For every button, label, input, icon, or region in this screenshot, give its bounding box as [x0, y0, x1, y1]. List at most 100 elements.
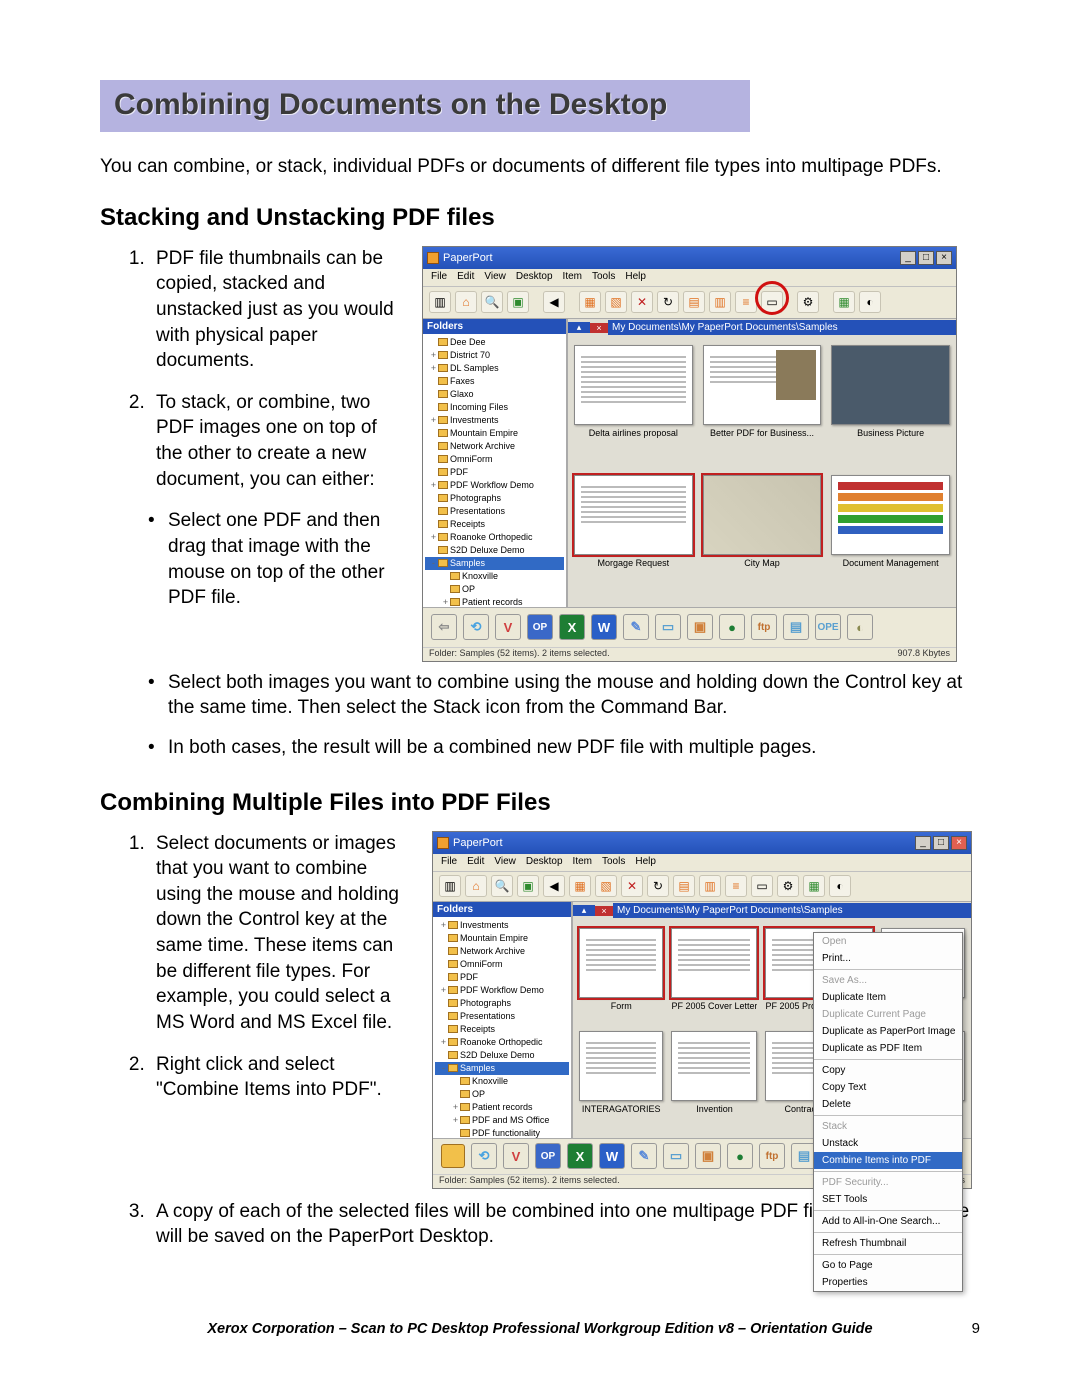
- thumbnail[interactable]: PF 2005 Cover Letter: [671, 928, 757, 1027]
- tree-node[interactable]: S2D Deluxe Demo: [425, 544, 564, 557]
- app-launch-icon[interactable]: ✎: [623, 614, 649, 640]
- maximize-icon[interactable]: □: [933, 836, 949, 850]
- tree-node[interactable]: OmniForm: [425, 453, 564, 466]
- tree-node[interactable]: OmniForm: [435, 958, 569, 971]
- menu-tools[interactable]: Tools: [602, 856, 625, 869]
- tree-node[interactable]: +Roanoke Orthopedic: [425, 531, 564, 544]
- app-launch-icon[interactable]: ▭: [663, 1143, 689, 1169]
- excel-icon[interactable]: X: [567, 1143, 593, 1169]
- app-launch-icon[interactable]: OPE: [815, 614, 841, 640]
- app-launch-icon[interactable]: [441, 1144, 465, 1168]
- tree-node[interactable]: +Patient records: [425, 596, 564, 607]
- app-launch-icon[interactable]: ▤: [783, 614, 809, 640]
- tree-node[interactable]: Mountain Empire: [425, 427, 564, 440]
- tree-node[interactable]: Knoxville: [435, 1075, 569, 1088]
- thumbnail[interactable]: Invention: [671, 1031, 757, 1130]
- maximize-icon[interactable]: □: [918, 251, 934, 265]
- tree-node[interactable]: +Investments: [435, 919, 569, 932]
- menu-help[interactable]: Help: [635, 856, 656, 869]
- toolbar-button[interactable]: ◐: [859, 291, 881, 313]
- tree-node[interactable]: PDF functionality: [435, 1127, 569, 1138]
- menu-help[interactable]: Help: [625, 271, 646, 284]
- menu-item[interactable]: Properties: [814, 1274, 962, 1291]
- tree-node[interactable]: +Roanoke Orthopedic: [435, 1036, 569, 1049]
- thumbnail[interactable]: Better PDF for Business...: [703, 345, 822, 469]
- menu-item[interactable]: SET Tools: [814, 1191, 962, 1208]
- app-launch-icon[interactable]: OP: [535, 1143, 561, 1169]
- menu-file[interactable]: File: [441, 856, 457, 869]
- tree-node[interactable]: Incoming Files: [425, 401, 564, 414]
- search-icon[interactable]: 🔍: [491, 875, 513, 897]
- toolbar-button[interactable]: ▧: [595, 875, 617, 897]
- menu-item[interactable]: Copy Text: [814, 1079, 962, 1096]
- menu-view[interactable]: View: [484, 271, 506, 284]
- toolbar-button[interactable]: ▭: [751, 875, 773, 897]
- app-launch-icon[interactable]: ⟲: [471, 1143, 497, 1169]
- menu-item[interactable]: Print...: [814, 950, 962, 967]
- word-icon[interactable]: W: [599, 1143, 625, 1169]
- context-menu[interactable]: OpenPrint...Save As...Duplicate ItemDupl…: [813, 932, 963, 1292]
- toolbar-button[interactable]: ▥: [429, 291, 451, 313]
- tree-node[interactable]: Network Archive: [435, 945, 569, 958]
- toolbar-button[interactable]: ▦: [803, 875, 825, 897]
- app-launch-icon[interactable]: V: [495, 614, 521, 640]
- delete-icon[interactable]: ✕: [621, 875, 643, 897]
- tree-node[interactable]: Faxes: [425, 375, 564, 388]
- minimize-icon[interactable]: _: [900, 251, 916, 265]
- nav-close-icon[interactable]: ×: [595, 906, 613, 916]
- menu-item[interactable]: Go to Page: [814, 1257, 962, 1274]
- thumbnail-grid[interactable]: Delta airlines proposalBetter PDF for Bu…: [568, 337, 956, 607]
- menu-item[interactable]: Refresh Thumbnail: [814, 1235, 962, 1252]
- tree-node[interactable]: Photographs: [425, 492, 564, 505]
- app-launch-icon[interactable]: ●: [719, 614, 745, 640]
- thumbnail[interactable]: Document Management: [831, 475, 950, 599]
- folder-icon[interactable]: ▣: [517, 875, 539, 897]
- tree-node[interactable]: +PDF Workflow Demo: [435, 984, 569, 997]
- thumbnail[interactable]: Delta airlines proposal: [574, 345, 693, 469]
- toolbar-button[interactable]: ▥: [699, 875, 721, 897]
- nav-up-icon[interactable]: ▴: [568, 322, 590, 333]
- tree-node[interactable]: Dee Dee: [425, 336, 564, 349]
- app-launch-icon[interactable]: ✎: [631, 1143, 657, 1169]
- menu-item[interactable]: Add to All-in-One Search...: [814, 1213, 962, 1230]
- menu-edit[interactable]: Edit: [467, 856, 484, 869]
- folder-icon[interactable]: ▣: [507, 291, 529, 313]
- app-launch-icon[interactable]: ●: [727, 1143, 753, 1169]
- app-launch-icon[interactable]: ⟲: [463, 614, 489, 640]
- stack-icon[interactable]: ≡: [725, 875, 747, 897]
- tree-node[interactable]: +PDF and MS Office: [435, 1114, 569, 1127]
- menu-item[interactable]: Copy: [814, 1062, 962, 1079]
- menu-item[interactable]: Item: [573, 856, 592, 869]
- menu-view[interactable]: View: [494, 856, 516, 869]
- tree-node[interactable]: Glaxo: [425, 388, 564, 401]
- minimize-icon[interactable]: _: [915, 836, 931, 850]
- tree-node[interactable]: Network Archive: [425, 440, 564, 453]
- menu-desktop[interactable]: Desktop: [516, 271, 553, 284]
- back-icon[interactable]: ◀: [543, 875, 565, 897]
- thumbnail[interactable]: Morgage Request: [574, 475, 693, 599]
- menu-desktop[interactable]: Desktop: [526, 856, 563, 869]
- close-icon[interactable]: ×: [936, 251, 952, 265]
- tree-node[interactable]: Receipts: [425, 518, 564, 531]
- menu-item[interactable]: Combine Items into PDF: [814, 1152, 962, 1169]
- tree-node[interactable]: +District 70: [425, 349, 564, 362]
- stack-icon[interactable]: ≡: [735, 291, 757, 313]
- toolbar-button[interactable]: ▤: [673, 875, 695, 897]
- app-launch-icon[interactable]: ◐: [847, 614, 873, 640]
- tree-node[interactable]: PDF: [435, 971, 569, 984]
- menu-edit[interactable]: Edit: [457, 271, 474, 284]
- toolbar-button[interactable]: ▤: [683, 291, 705, 313]
- menu-item[interactable]: Delete: [814, 1096, 962, 1113]
- thumbnail[interactable]: INTERAGATORIES: [579, 1031, 663, 1130]
- tree-node[interactable]: Mountain Empire: [435, 932, 569, 945]
- menu-item[interactable]: Duplicate as PDF Item: [814, 1040, 962, 1057]
- toolbar-button[interactable]: ▦: [833, 291, 855, 313]
- toolbar-button[interactable]: ▦: [569, 875, 591, 897]
- tree-node[interactable]: PDF: [425, 466, 564, 479]
- thumbnail[interactable]: Form: [579, 928, 663, 1027]
- tree-node[interactable]: +Patient records: [435, 1101, 569, 1114]
- tree-node[interactable]: -Samples: [435, 1062, 569, 1075]
- close-icon[interactable]: ×: [951, 836, 967, 850]
- app-launch-icon[interactable]: X: [559, 614, 585, 640]
- app-launch-icon[interactable]: ▣: [687, 614, 713, 640]
